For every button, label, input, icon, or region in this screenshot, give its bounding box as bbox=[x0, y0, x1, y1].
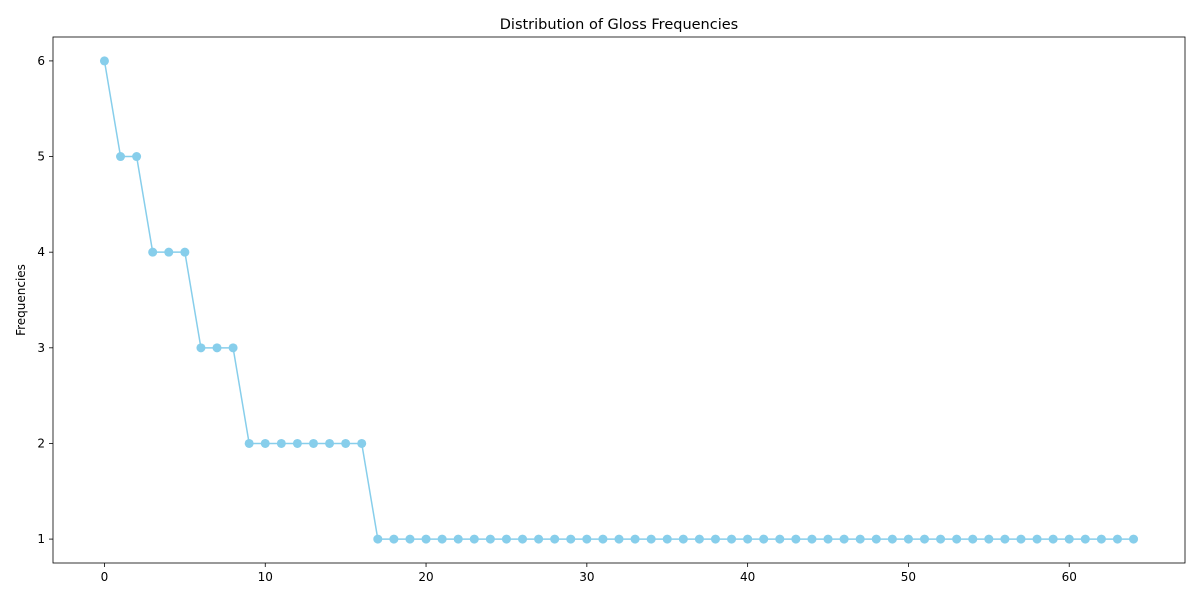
data-point bbox=[903, 534, 913, 544]
data-point bbox=[952, 534, 962, 544]
x-tick-label: 10 bbox=[258, 570, 273, 584]
data-point bbox=[325, 438, 335, 448]
data-point bbox=[759, 534, 769, 544]
data-point bbox=[694, 534, 704, 544]
data-point bbox=[437, 534, 447, 544]
data-point bbox=[823, 534, 833, 544]
y-tick-label: 3 bbox=[37, 341, 45, 355]
data-point bbox=[1064, 534, 1074, 544]
data-point bbox=[1129, 534, 1139, 544]
data-point bbox=[1048, 534, 1058, 544]
data-point bbox=[405, 534, 415, 544]
data-point bbox=[727, 534, 737, 544]
data-point bbox=[630, 534, 640, 544]
x-tick-label: 30 bbox=[579, 570, 594, 584]
data-point bbox=[1096, 534, 1106, 544]
data-point bbox=[180, 247, 190, 257]
data-point bbox=[775, 534, 785, 544]
data-point bbox=[453, 534, 463, 544]
data-point bbox=[871, 534, 881, 544]
data-point bbox=[887, 534, 897, 544]
data-point bbox=[839, 534, 849, 544]
data-point bbox=[807, 534, 817, 544]
x-tick-label: 20 bbox=[418, 570, 433, 584]
data-point bbox=[984, 534, 994, 544]
data-point bbox=[710, 534, 720, 544]
data-point bbox=[646, 534, 656, 544]
data-point bbox=[132, 152, 142, 162]
data-point bbox=[164, 247, 174, 257]
data-point bbox=[357, 438, 367, 448]
data-point bbox=[148, 247, 158, 257]
data-point bbox=[518, 534, 528, 544]
y-tick-label: 5 bbox=[37, 150, 45, 164]
data-point bbox=[968, 534, 978, 544]
data-point bbox=[920, 534, 930, 544]
data-point bbox=[1016, 534, 1026, 544]
data-point bbox=[212, 343, 222, 353]
data-point bbox=[244, 438, 254, 448]
y-tick-label: 1 bbox=[37, 532, 45, 546]
data-point bbox=[662, 534, 672, 544]
data-point bbox=[341, 438, 351, 448]
data-point bbox=[534, 534, 544, 544]
axes-frame bbox=[52, 36, 1186, 564]
data-point bbox=[614, 534, 624, 544]
data-point bbox=[1032, 534, 1042, 544]
data-point bbox=[196, 343, 206, 353]
data-point bbox=[421, 534, 431, 544]
x-tick-label: 40 bbox=[740, 570, 755, 584]
data-point bbox=[260, 438, 270, 448]
y-tick-label: 4 bbox=[37, 245, 45, 259]
data-point bbox=[501, 534, 511, 544]
data-point bbox=[1080, 534, 1090, 544]
data-point bbox=[855, 534, 865, 544]
y-axis-label: Frequencies bbox=[14, 264, 28, 336]
data-point bbox=[292, 438, 302, 448]
data-point bbox=[308, 438, 318, 448]
data-point bbox=[389, 534, 399, 544]
y-tick-label: 6 bbox=[37, 54, 45, 68]
data-point bbox=[485, 534, 495, 544]
y-tick-label: 2 bbox=[37, 436, 45, 450]
data-point bbox=[791, 534, 801, 544]
data-point bbox=[1000, 534, 1010, 544]
data-point bbox=[276, 438, 286, 448]
x-tick-label: 0 bbox=[101, 570, 109, 584]
plot-area: 0 10 20 30 40 50 60 1 2 3 4 5 6 bbox=[37, 36, 1186, 584]
data-point bbox=[598, 534, 608, 544]
x-tick-label: 60 bbox=[1062, 570, 1077, 584]
data-point bbox=[678, 534, 688, 544]
data-point bbox=[936, 534, 946, 544]
data-point bbox=[550, 534, 560, 544]
data-point bbox=[373, 534, 383, 544]
x-tick-label: 50 bbox=[901, 570, 916, 584]
data-point bbox=[743, 534, 753, 544]
data-point bbox=[469, 534, 479, 544]
data-point bbox=[116, 152, 126, 162]
data-point bbox=[566, 534, 576, 544]
data-point bbox=[99, 56, 109, 66]
data-point bbox=[228, 343, 238, 353]
data-point bbox=[582, 534, 592, 544]
data-point bbox=[1112, 534, 1122, 544]
chart-title: Distribution of Gloss Frequencies bbox=[500, 17, 738, 33]
